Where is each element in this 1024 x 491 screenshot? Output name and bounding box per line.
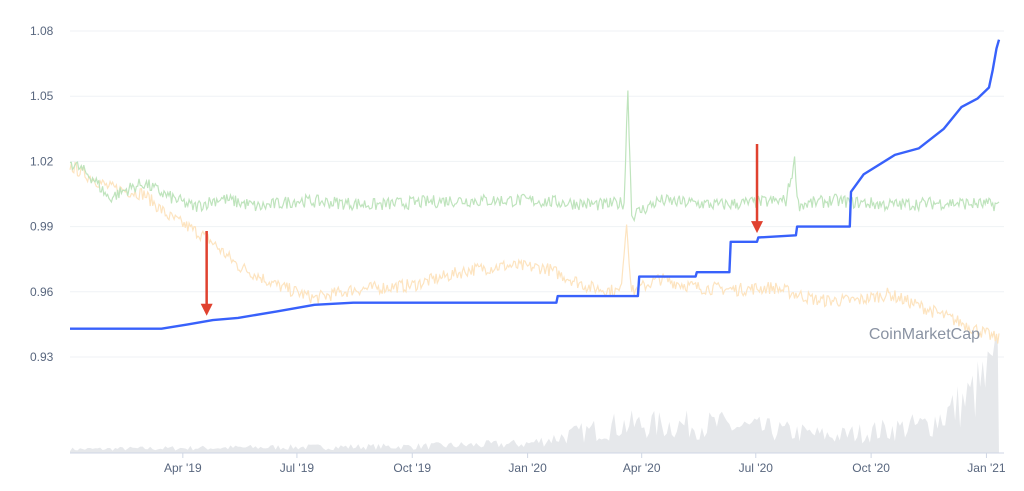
y-tick-label: 0.99 [30, 220, 54, 234]
y-tick-label: 1.05 [30, 89, 54, 103]
x-tick-label: Apr '20 [623, 461, 661, 475]
blue-series-line [70, 39, 1001, 330]
red-arrow-annotation [200, 230, 213, 316]
red-arrow-head [751, 221, 764, 234]
x-tick-label: Apr '19 [164, 461, 202, 475]
volume-area [70, 337, 999, 453]
y-tick-label: 0.96 [30, 285, 54, 299]
grid-lines [70, 30, 1004, 358]
x-tick-label: Jul '19 [280, 461, 315, 475]
red-arrow-head [200, 303, 213, 316]
orange-series-line [69, 161, 1000, 344]
x-tick-label: Jan '21 [967, 461, 1006, 475]
x-tick-label: Jul '20 [739, 461, 774, 475]
y-tick-label: 1.08 [30, 24, 54, 38]
y-tick-label: 1.02 [30, 154, 54, 168]
green-series-line [69, 90, 1000, 223]
y-tick-label: 0.93 [30, 350, 54, 364]
series-lines [69, 39, 1001, 344]
x-tick-label: Oct '19 [393, 461, 431, 475]
volume-area-fill [70, 337, 999, 453]
axes: 1.08 1.05 1.02 0.99 0.96 0.93 Apr '19 Jul '19 Oc… [30, 24, 1006, 475]
x-tick-label: Oct '20 [852, 461, 890, 475]
x-tick-label: Jan '20 [508, 461, 547, 475]
arrow-annotations [200, 144, 764, 316]
coinmarketcap-watermark: CoinMarketCap [869, 326, 980, 343]
red-arrow-annotation [751, 144, 764, 234]
